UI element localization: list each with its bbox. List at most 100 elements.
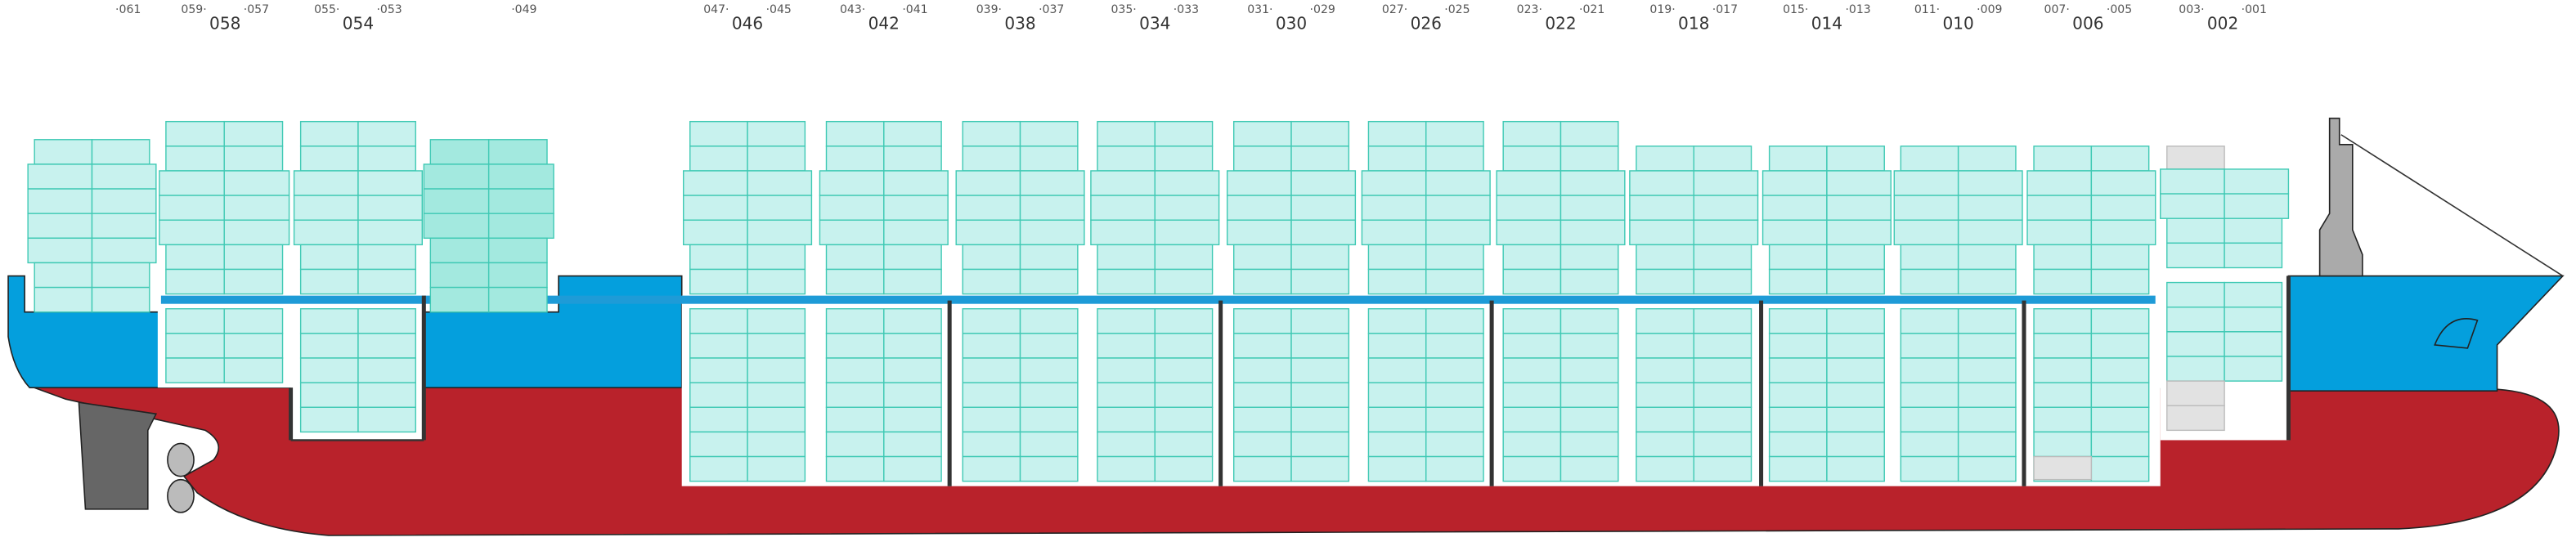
container [299, 333, 359, 359]
container [27, 213, 93, 240]
container [2033, 431, 2093, 458]
container [1957, 431, 2017, 458]
container [1560, 146, 1619, 172]
container [1425, 268, 1484, 295]
container [2166, 380, 2225, 406]
container [2033, 268, 2093, 295]
container [1629, 219, 1694, 246]
container [962, 244, 1021, 271]
container [1826, 308, 1885, 334]
container [1502, 431, 1562, 458]
bay-aft-label: 035· [1111, 3, 1136, 16]
container [1154, 455, 1214, 482]
container [1019, 120, 1079, 147]
container [1290, 170, 1357, 196]
bay-fore-label: ·041 [902, 3, 927, 16]
container [1097, 244, 1156, 271]
container [2033, 146, 2093, 172]
container [1826, 333, 1885, 359]
container [1090, 219, 1156, 246]
container [747, 170, 813, 196]
container [1693, 308, 1752, 334]
container [1290, 120, 1350, 147]
container [962, 146, 1021, 172]
container [1560, 268, 1619, 295]
bay-aft-label: 059· [181, 3, 206, 16]
container [1957, 244, 2017, 271]
container [747, 268, 806, 295]
container [1361, 195, 1427, 221]
bay-fore-label: ·009 [1977, 3, 2002, 16]
container [1097, 406, 1156, 433]
container [2026, 219, 2093, 246]
container [34, 139, 93, 165]
bay-fore-label: ·033 [1174, 3, 1199, 16]
bay-fore-label: ·021 [1579, 3, 1604, 16]
container [1502, 120, 1562, 147]
container [357, 308, 416, 334]
container [1957, 382, 2017, 408]
container [34, 286, 93, 313]
container [689, 406, 748, 433]
container [1761, 170, 1828, 196]
container [1425, 146, 1484, 172]
container [2224, 193, 2290, 219]
bay-label: 030 [1276, 14, 1307, 34]
container [1900, 333, 1959, 359]
container [689, 244, 748, 271]
container [1367, 455, 1427, 482]
bay-aft-label: 011· [1914, 3, 1940, 16]
container [1226, 219, 1292, 246]
container [1693, 382, 1752, 408]
container [2166, 146, 2225, 170]
container [423, 163, 490, 190]
container [1019, 406, 1079, 433]
container [1019, 146, 1079, 172]
container [747, 195, 813, 221]
rudder [78, 401, 158, 510]
container [1154, 120, 1214, 147]
container [223, 268, 284, 295]
container [34, 262, 93, 289]
container [1425, 120, 1484, 147]
container [357, 268, 416, 295]
container [2033, 308, 2093, 334]
container [1957, 455, 2017, 482]
container [1097, 308, 1156, 334]
container [1290, 357, 1350, 383]
container [2090, 308, 2150, 334]
container [1090, 170, 1156, 196]
container [1154, 170, 1220, 196]
container [825, 455, 885, 482]
bay-fore-label: ·025 [1444, 3, 1470, 16]
container [1560, 406, 1619, 433]
container [299, 146, 359, 172]
container [429, 139, 490, 165]
container [1233, 244, 1292, 271]
container [293, 195, 359, 221]
container [1290, 219, 1357, 246]
container [2026, 195, 2093, 221]
container [1826, 244, 1885, 271]
container [1290, 268, 1350, 295]
container [165, 268, 225, 295]
container [2090, 382, 2150, 408]
container [1154, 268, 1214, 295]
container [883, 170, 949, 196]
container [1367, 431, 1427, 458]
container [689, 268, 748, 295]
container [689, 431, 748, 458]
container [2090, 268, 2150, 295]
container [747, 357, 806, 383]
container [1154, 431, 1214, 458]
container [1290, 431, 1350, 458]
container [223, 333, 284, 359]
container [962, 308, 1021, 334]
container [223, 357, 284, 383]
container [1367, 382, 1427, 408]
container [1636, 455, 1694, 482]
bow [2287, 275, 2565, 392]
container [1957, 268, 2017, 295]
container [357, 357, 416, 383]
container [1693, 195, 1759, 221]
